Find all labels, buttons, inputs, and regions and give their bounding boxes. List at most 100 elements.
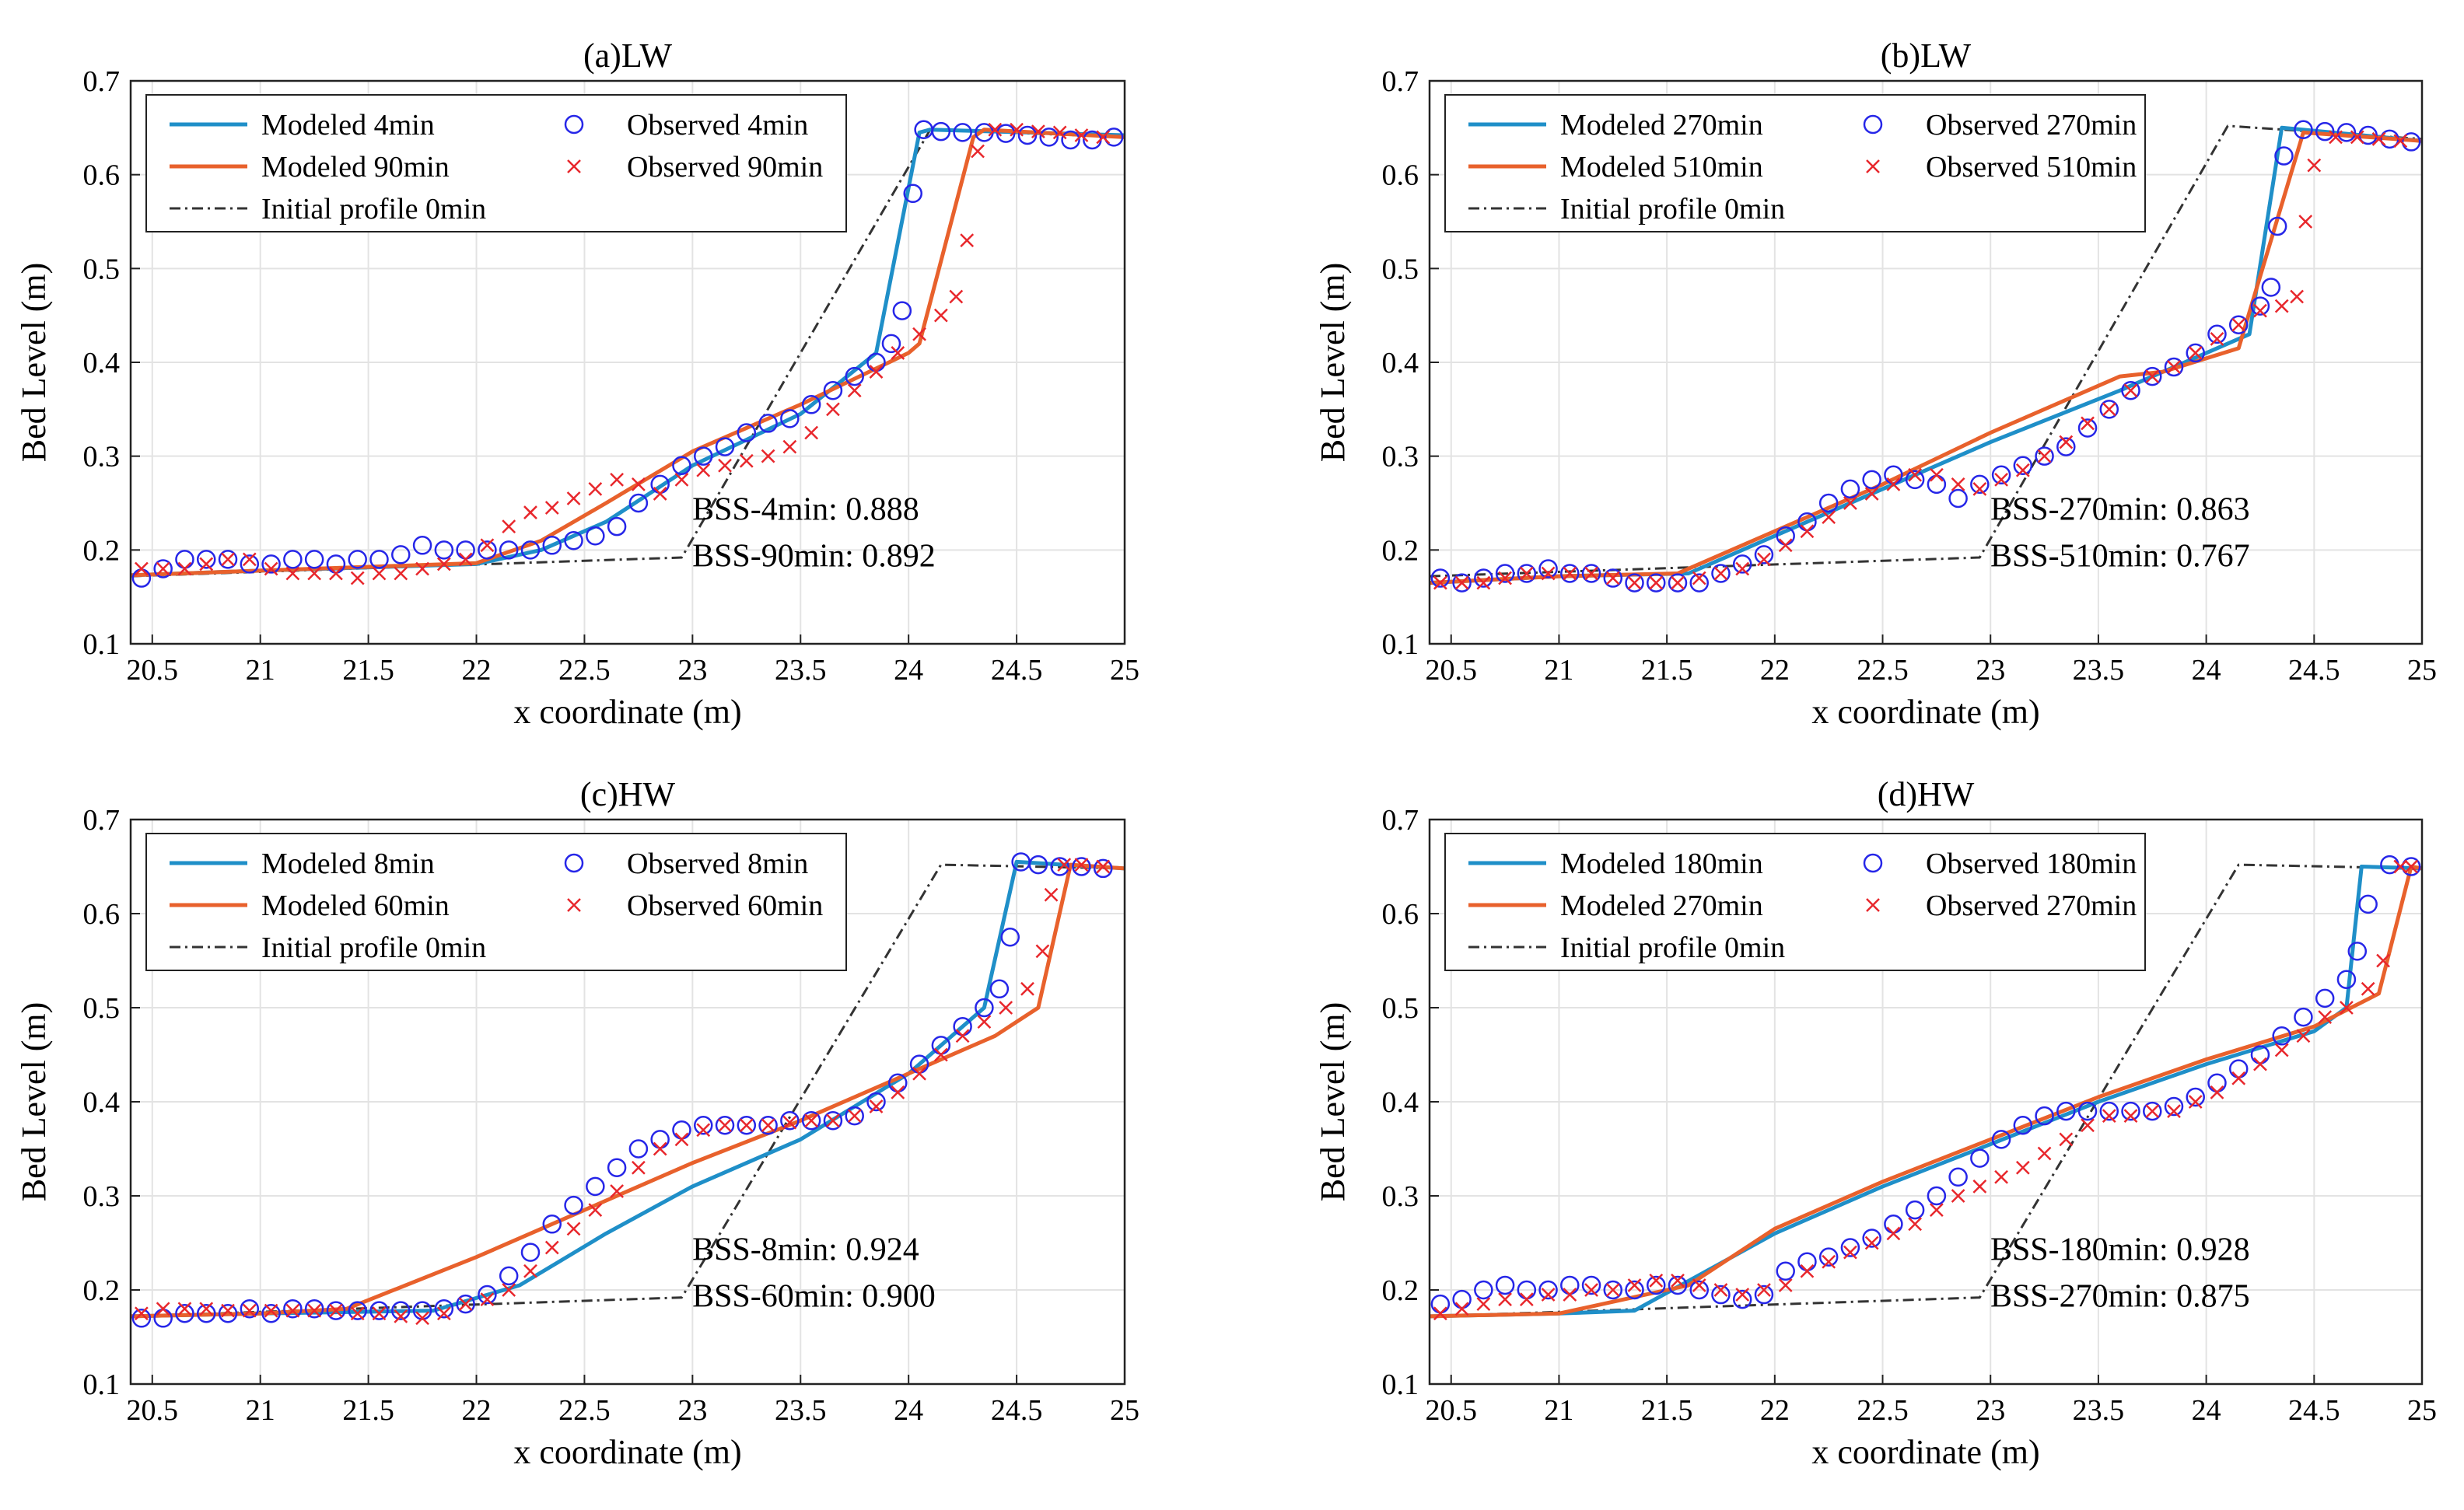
legend-box bbox=[1444, 833, 2146, 971]
point-observed-270min bbox=[2340, 1001, 2354, 1015]
point-observed-270min bbox=[2102, 1109, 2116, 1124]
point-observed-270min bbox=[2145, 1104, 2160, 1118]
point-observed-90min bbox=[329, 566, 343, 581]
point-observed-60min bbox=[1044, 887, 1059, 902]
point-observed-270min bbox=[2059, 1132, 2074, 1147]
point-observed-510min bbox=[2145, 369, 2160, 383]
point-observed-60min bbox=[826, 1113, 840, 1128]
point-observed-270min bbox=[2318, 1010, 2333, 1024]
point-observed-180min bbox=[2347, 942, 2368, 961]
point-observed-90min bbox=[804, 425, 819, 440]
point-observed-510min bbox=[2037, 449, 2052, 463]
point-observed-510min bbox=[1498, 571, 1512, 585]
point-observed-8min bbox=[975, 998, 994, 1018]
point-observed-510min bbox=[1778, 538, 1793, 553]
x-tick-label: 21 bbox=[1544, 654, 1573, 687]
point-observed-180min bbox=[1732, 1289, 1752, 1309]
point-observed-270min bbox=[2099, 400, 2119, 419]
point-observed-270min bbox=[2315, 121, 2335, 142]
point-observed-270min bbox=[1948, 488, 1968, 509]
point-observed-270min bbox=[2294, 120, 2313, 139]
y-tick-label: 0.1 bbox=[83, 1368, 121, 1401]
point-observed-60min bbox=[221, 1303, 235, 1318]
axes-box bbox=[129, 818, 1126, 1386]
point-observed-60min bbox=[933, 1047, 948, 1062]
point-observed-270min bbox=[2274, 1043, 2289, 1057]
x-tick-label: 21.5 bbox=[342, 654, 394, 687]
y-tick-label: 0.6 bbox=[83, 159, 121, 192]
point-observed-510min bbox=[2371, 131, 2386, 146]
point-observed-4min bbox=[672, 456, 691, 475]
y-tick-label: 0.7 bbox=[83, 65, 121, 98]
point-observed-4min bbox=[715, 437, 735, 456]
point-observed-60min bbox=[135, 1306, 149, 1321]
x-axis-label: x coordinate (m) bbox=[513, 1433, 741, 1471]
point-observed-8min bbox=[989, 979, 1010, 999]
x-axis-label: x coordinate (m) bbox=[1811, 1433, 2039, 1471]
chart-panel-2: 20.5 21 21.5 22 22.5 23 23.5 24 24.5 25 0.1 0.2 0.3 0… bbox=[15, 775, 1139, 1471]
legend-label-modeled-270min: Modeled 270min bbox=[1560, 890, 1763, 922]
point-observed-270min bbox=[2207, 324, 2227, 344]
point-observed-90min bbox=[523, 505, 537, 519]
point-observed-60min bbox=[415, 1311, 429, 1326]
point-observed-60min bbox=[523, 1264, 537, 1278]
point-observed-510min bbox=[2167, 360, 2181, 374]
point-observed-60min bbox=[782, 1115, 797, 1130]
point-observed-4min bbox=[369, 550, 389, 569]
point-observed-4min bbox=[564, 531, 583, 551]
point-observed-8min bbox=[564, 1195, 583, 1215]
point-observed-270min bbox=[2013, 456, 2033, 475]
x-tick-label: 21.5 bbox=[1641, 1394, 1693, 1427]
point-observed-4min bbox=[953, 123, 972, 142]
legend-label-initial-profile-0min: Initial profile 0min bbox=[1560, 193, 1785, 225]
x-tick-label: 25 bbox=[1110, 654, 1139, 687]
point-observed-8min bbox=[1000, 928, 1020, 947]
point-observed-90min bbox=[949, 289, 964, 304]
series-line-modeled-90min bbox=[131, 128, 1125, 578]
data-layer bbox=[131, 120, 1125, 588]
point-observed-4min bbox=[261, 554, 281, 574]
point-observed-60min bbox=[632, 1160, 646, 1175]
x-tick-label: 21 bbox=[1544, 1394, 1573, 1427]
point-observed-60min bbox=[566, 1222, 581, 1236]
legend: Modeled 8min Observed 8min Modeled 60min Ob… bbox=[145, 833, 847, 971]
point-observed-90min bbox=[588, 482, 603, 496]
point-observed-270min bbox=[1800, 1264, 1815, 1278]
point-observed-90min bbox=[960, 233, 975, 248]
point-observed-510min bbox=[1713, 566, 1728, 581]
point-observed-60min bbox=[436, 1306, 451, 1321]
point-observed-4min bbox=[348, 550, 367, 569]
series-line-modeled-60min bbox=[131, 862, 1125, 1319]
y-tick-label: 0.6 bbox=[1382, 898, 1419, 931]
point-observed-60min bbox=[955, 1029, 970, 1043]
point-observed-180min bbox=[2358, 894, 2378, 914]
point-observed-60min bbox=[480, 1292, 495, 1306]
point-observed-60min bbox=[1020, 981, 1034, 996]
chart-panel-0: 20.5 21 21.5 22 22.5 23 23.5 24 24.5 25 0.1 0.2 0.3 0… bbox=[15, 37, 1139, 731]
point-observed-180min bbox=[1689, 1280, 1709, 1300]
point-observed-8min bbox=[1072, 857, 1091, 876]
point-observed-8min bbox=[499, 1266, 519, 1286]
legend-label-modeled-8min: Modeled 8min bbox=[261, 848, 435, 880]
legend-swatch-observed-510min bbox=[1866, 159, 1880, 173]
point-observed-90min bbox=[912, 327, 926, 341]
point-observed-90min bbox=[436, 557, 451, 571]
point-observed-270min bbox=[2261, 278, 2281, 297]
point-observed-90min bbox=[891, 346, 905, 360]
point-observed-180min bbox=[1495, 1275, 1515, 1295]
point-observed-8min bbox=[542, 1215, 562, 1234]
point-observed-510min bbox=[1886, 477, 1901, 491]
point-observed-90min bbox=[761, 449, 775, 463]
bss-annotation: BSS-90min: 0.892 bbox=[692, 539, 936, 575]
axes-box bbox=[1428, 79, 2424, 645]
point-observed-180min bbox=[2401, 857, 2421, 876]
point-observed-270min bbox=[2035, 446, 2054, 466]
point-observed-60min bbox=[739, 1118, 754, 1133]
x-tick-label: 24.5 bbox=[991, 654, 1043, 687]
point-observed-270min bbox=[1757, 1283, 1771, 1297]
point-observed-180min bbox=[2056, 1101, 2076, 1121]
point-observed-180min bbox=[2336, 970, 2357, 989]
point-observed-270min bbox=[2228, 315, 2249, 334]
data-layer bbox=[1430, 855, 2422, 1321]
